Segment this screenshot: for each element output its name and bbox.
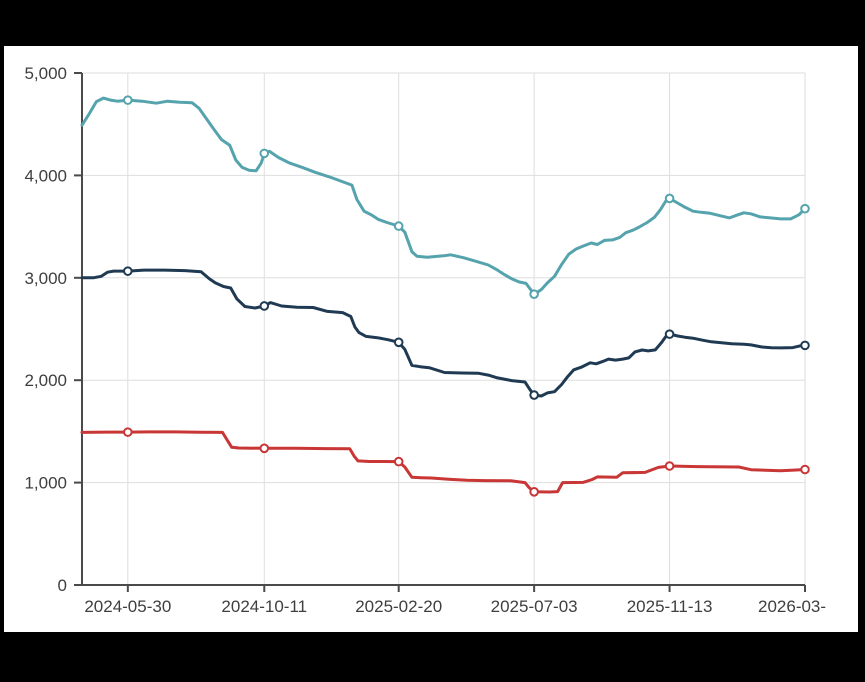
- x-tick-label: 2024-05-30: [84, 597, 171, 616]
- y-tick-label: 2,000: [24, 371, 67, 390]
- series-marker-red[interactable]: [800, 464, 810, 475]
- series-marker-teal[interactable]: [664, 193, 675, 204]
- y-tick-label: 4,000: [24, 166, 67, 185]
- series-marker-navy[interactable]: [664, 329, 675, 339]
- chart-canvas: 0 1,000 2,000 3,000 4,000 5,000 2024-05-30 2024…: [4, 46, 864, 632]
- y-tick-label: 0: [58, 576, 67, 595]
- series-line-red[interactable]: [80, 430, 807, 494]
- screen-edge-right: [858, 0, 865, 682]
- series-marker-navy[interactable]: [800, 340, 810, 351]
- series-marker-red[interactable]: [259, 443, 270, 454]
- series-marker-navy[interactable]: [259, 301, 270, 311]
- y-tick-label: 5,000: [24, 64, 67, 83]
- series-marker-navy[interactable]: [529, 390, 539, 400]
- series-marker-teal[interactable]: [123, 95, 133, 105]
- series-marker-red[interactable]: [529, 487, 539, 497]
- x-tick-label: 2024-10-11: [221, 597, 307, 616]
- y-tick-label: 1,000: [24, 474, 67, 493]
- series-marker-teal[interactable]: [393, 221, 404, 231]
- y-tick-label: 3,000: [24, 269, 67, 288]
- series-marker-navy[interactable]: [393, 337, 404, 348]
- x-tick-label: 2025-02-20: [355, 597, 442, 616]
- series-marker-teal[interactable]: [800, 203, 810, 214]
- timeseries-line-chart: 0 1,000 2,000 3,000 4,000 5,000 2024-05-30 2024…: [24, 64, 826, 616]
- series-marker-teal[interactable]: [529, 289, 539, 299]
- series-line-teal[interactable]: [80, 96, 807, 296]
- series-marker-navy[interactable]: [123, 266, 133, 276]
- series-marker-red[interactable]: [123, 427, 133, 437]
- x-tick-label: 2026-03-: [758, 597, 826, 616]
- x-tick-label: 2025-07-03: [491, 597, 578, 616]
- series-marker-red[interactable]: [664, 461, 675, 471]
- series-marker-teal[interactable]: [259, 148, 270, 159]
- series-line-navy[interactable]: [80, 268, 807, 398]
- series-marker-red[interactable]: [393, 456, 404, 467]
- x-tick-label: 2025-11-13: [627, 597, 713, 616]
